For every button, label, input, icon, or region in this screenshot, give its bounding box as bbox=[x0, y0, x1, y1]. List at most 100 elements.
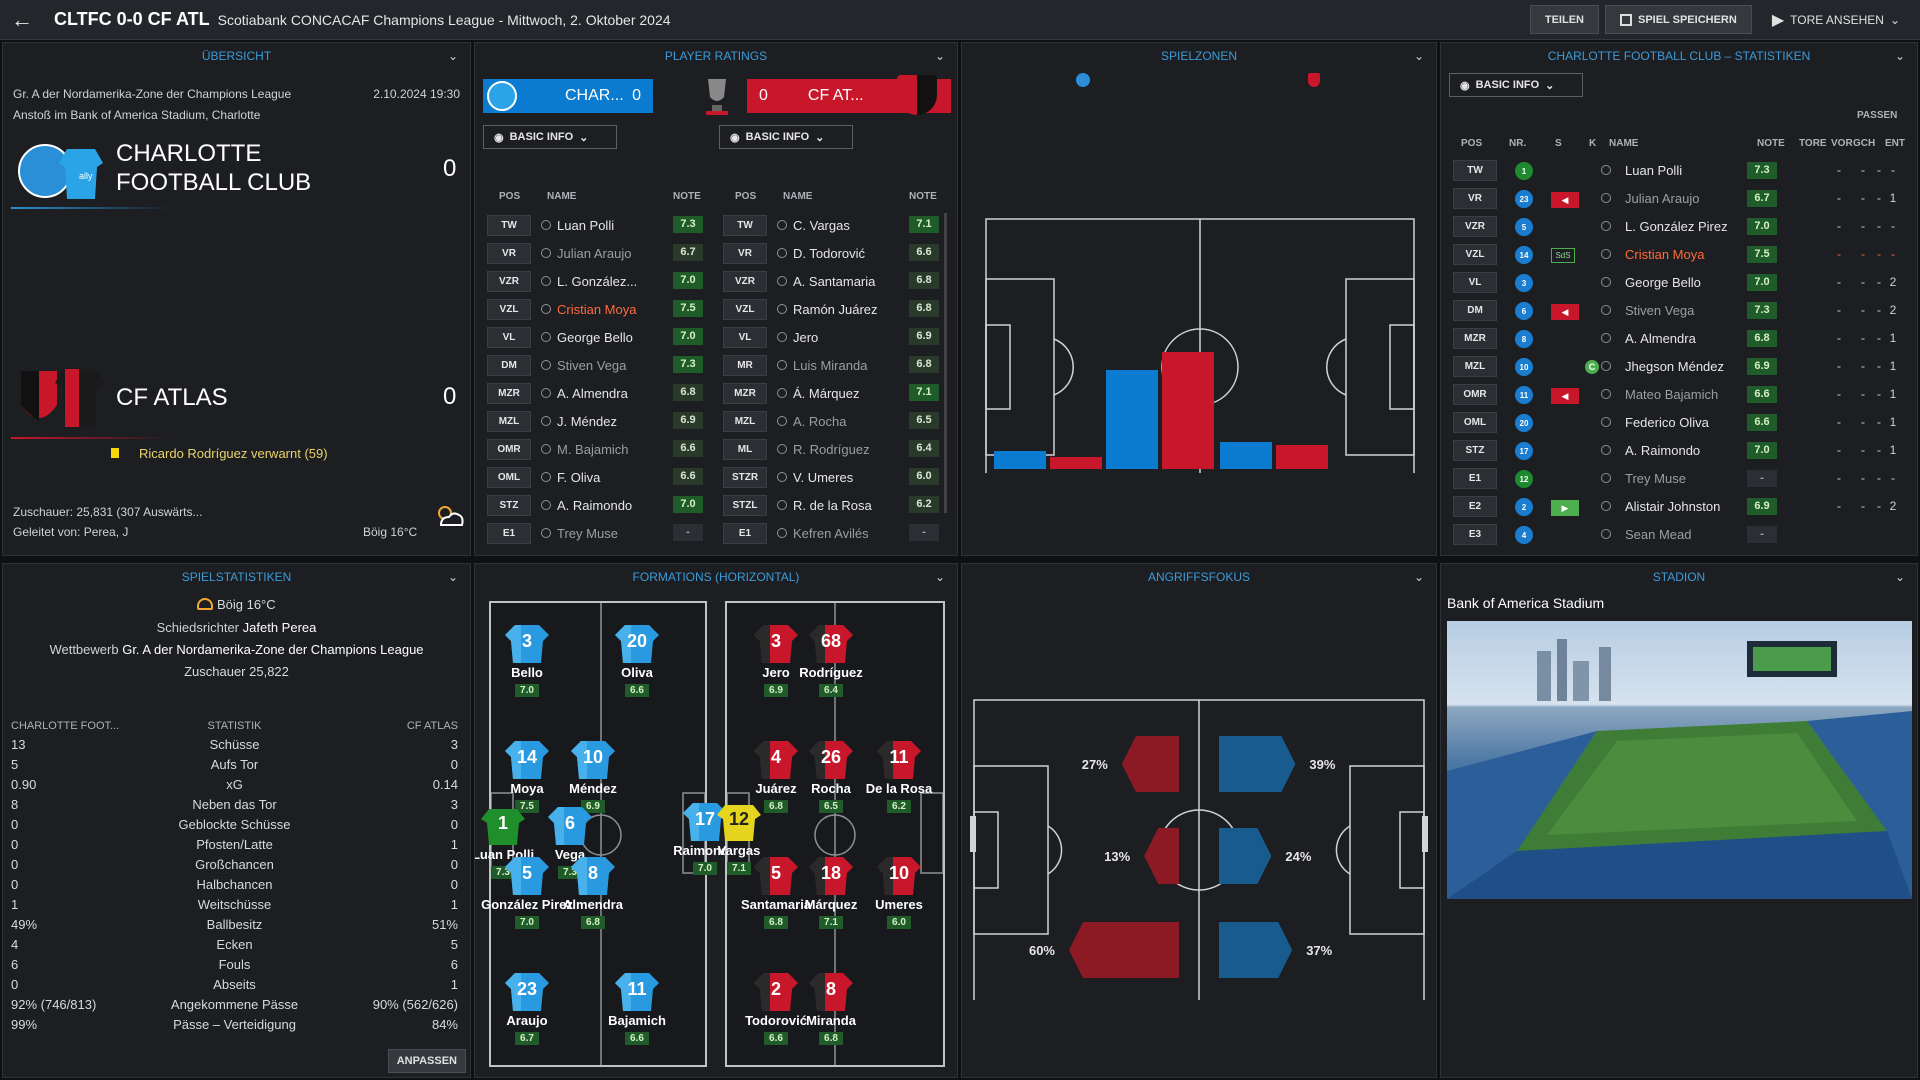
table-row[interactable]: MZR Á. Márquez 7.1 bbox=[723, 379, 947, 407]
player-name[interactable]: R. de la Rosa bbox=[793, 497, 872, 513]
share-button[interactable]: TEILEN bbox=[1529, 5, 1599, 34]
table-row[interactable]: TW C. Vargas 7.1 bbox=[723, 211, 947, 239]
scrollbar[interactable] bbox=[944, 213, 947, 513]
column-header[interactable]: TORE bbox=[1799, 138, 1827, 149]
formation-player[interactable]: 68 Rodríguez 6.4 bbox=[799, 621, 863, 698]
player-name[interactable]: Stiven Vega bbox=[1625, 303, 1695, 318]
chevron-down-icon[interactable]: ⌄ bbox=[1894, 570, 1905, 584]
away-team-name[interactable]: CF ATLAS bbox=[116, 384, 228, 411]
formation-player[interactable]: 3 Bello 7.0 bbox=[503, 621, 551, 698]
formation-player[interactable]: 8 Almendra 6.8 bbox=[563, 853, 623, 930]
table-row[interactable]: OML 20 Federico Oliva 6.6- - -1 bbox=[1441, 409, 1917, 437]
formation-player[interactable]: 18 Márquez 7.1 bbox=[805, 853, 857, 930]
table-row[interactable]: VZR A. Santamaria 6.8 bbox=[723, 267, 947, 295]
formation-player[interactable]: 20 Oliva 6.6 bbox=[613, 621, 661, 698]
table-row[interactable]: VR Julian Araujo 6.7 bbox=[487, 239, 711, 267]
player-name[interactable]: D. Todorović bbox=[793, 245, 866, 261]
player-name[interactable]: Á. Márquez bbox=[793, 385, 860, 401]
player-name[interactable]: Julian Araujo bbox=[1625, 191, 1700, 206]
away-basic-info-dropdown[interactable]: ◉ BASIC INFO ⌄ bbox=[719, 125, 853, 149]
player-name[interactable]: Julian Araujo bbox=[557, 245, 632, 261]
player-name[interactable]: Sean Mead bbox=[1625, 527, 1692, 542]
back-arrow-icon[interactable]: ← bbox=[11, 6, 33, 32]
player-name[interactable]: A. Almendra bbox=[1625, 331, 1696, 346]
table-row[interactable]: STZ 17 A. Raimondo 7.0- - -1 bbox=[1441, 437, 1917, 465]
table-row[interactable]: VZR 5 L. González Pirez 7.0- - - - bbox=[1441, 213, 1917, 241]
table-row[interactable]: MZL A. Rocha 6.5 bbox=[723, 407, 947, 435]
basic-info-dropdown[interactable]: ◉ BASIC INFO ⌄ bbox=[1449, 73, 1583, 97]
column-header[interactable]: POS bbox=[1461, 138, 1483, 149]
formation-player[interactable]: 5 González Pirez 7.0 bbox=[481, 853, 573, 930]
table-row[interactable]: OMR M. Bajamich 6.6 bbox=[487, 435, 711, 463]
player-name[interactable]: Trey Muse bbox=[557, 525, 618, 541]
chevron-down-icon[interactable]: ⌄ bbox=[447, 49, 458, 63]
player-name[interactable]: C. Vargas bbox=[793, 217, 850, 233]
chevron-down-icon[interactable]: ⌄ bbox=[1413, 570, 1424, 584]
player-name[interactable]: L. González... bbox=[557, 273, 638, 289]
formation-player[interactable]: 14 Moya 7.5 bbox=[503, 737, 551, 814]
formation-player[interactable]: 11 Bajamich 6.6 bbox=[608, 969, 666, 1046]
formation-player[interactable]: 17 Raimondo 7.0 bbox=[673, 799, 737, 876]
chevron-down-icon[interactable]: ⌄ bbox=[934, 570, 945, 584]
table-row[interactable]: STZ A. Raimondo 7.0 bbox=[487, 491, 711, 519]
player-name[interactable]: L. González Pirez bbox=[1625, 219, 1728, 234]
table-row[interactable]: MZL J. Méndez 6.9 bbox=[487, 407, 711, 435]
player-name[interactable]: Jhegson Méndez bbox=[1625, 359, 1725, 374]
save-match-button[interactable]: SPIEL SPEICHERN bbox=[1604, 5, 1752, 34]
formation-player[interactable]: 4 Juárez 6.8 bbox=[752, 737, 800, 814]
formation-player[interactable]: 6 Vega 7.3 bbox=[546, 803, 594, 880]
table-row[interactable]: DM 6 ◀ Stiven Vega 7.3- - -2 bbox=[1441, 297, 1917, 325]
table-row[interactable]: MZR A. Almendra 6.8 bbox=[487, 379, 711, 407]
player-name[interactable]: M. Bajamich bbox=[557, 441, 629, 457]
player-name[interactable]: V. Umeres bbox=[793, 469, 854, 485]
player-name[interactable]: Luan Polli bbox=[1625, 163, 1683, 178]
player-name[interactable]: Trey Muse bbox=[1625, 471, 1686, 486]
table-row[interactable]: E1 Kefren Avilés - bbox=[723, 519, 947, 547]
table-row[interactable]: OMR 11 ◀ Mateo Bajamich 6.6- - -1 bbox=[1441, 381, 1917, 409]
table-row[interactable]: TW 1 Luan Polli 7.3- - - - bbox=[1441, 157, 1917, 185]
table-row[interactable]: OML F. Oliva 6.6 bbox=[487, 463, 711, 491]
player-name[interactable]: Luan Polli bbox=[557, 217, 615, 233]
home-basic-info-dropdown[interactable]: ◉ BASIC INFO ⌄ bbox=[483, 125, 617, 149]
column-header[interactable]: S bbox=[1555, 138, 1562, 149]
player-name[interactable]: Ramón Juárez bbox=[793, 301, 878, 317]
formation-player[interactable]: 10 Méndez 6.9 bbox=[569, 737, 617, 814]
player-name[interactable]: George Bello bbox=[557, 329, 633, 345]
player-name[interactable]: A. Rocha bbox=[793, 413, 847, 429]
home-team-name[interactable]: CHARLOTTE FOOTBALL CLUB bbox=[116, 140, 312, 196]
player-name[interactable]: F. Oliva bbox=[557, 469, 601, 485]
formation-player[interactable]: 1 Luan Polli 7.3 bbox=[475, 803, 534, 880]
chevron-down-icon[interactable]: ⌄ bbox=[934, 49, 945, 63]
chevron-down-icon[interactable]: ⌄ bbox=[1894, 49, 1905, 63]
table-row[interactable]: DM Stiven Vega 7.3 bbox=[487, 351, 711, 379]
table-row[interactable]: MR Luis Miranda 6.8 bbox=[723, 351, 947, 379]
formation-player[interactable]: 5 Santamaria 6.8 bbox=[741, 853, 811, 930]
formation-player[interactable]: 8 Miranda 6.8 bbox=[806, 969, 856, 1046]
customize-button[interactable]: ANPASSEN bbox=[387, 1049, 466, 1073]
table-row[interactable]: E1 Trey Muse - bbox=[487, 519, 711, 547]
table-row[interactable]: VZL Ramón Juárez 6.8 bbox=[723, 295, 947, 323]
player-name[interactable]: Mateo Bajamich bbox=[1625, 387, 1719, 402]
table-row[interactable]: STZR V. Umeres 6.0 bbox=[723, 463, 947, 491]
watch-goals-button[interactable]: ▶ TORE ANSEHEN ⌄ bbox=[1757, 5, 1914, 34]
table-row[interactable]: E2 2 ▶ Alistair Johnston 6.9- - -2 bbox=[1441, 493, 1917, 521]
table-row[interactable]: VL 3 George Bello 7.0- - -2 bbox=[1441, 269, 1917, 297]
player-name[interactable]: Alistair Johnston bbox=[1625, 499, 1721, 514]
player-name[interactable]: Cristian Moya bbox=[557, 301, 637, 317]
column-header[interactable]: K bbox=[1589, 138, 1597, 149]
player-name[interactable]: Cristian Moya bbox=[1625, 247, 1705, 262]
column-header[interactable]: NOTE bbox=[1757, 138, 1785, 149]
formation-player[interactable]: 3 Jero 6.9 bbox=[752, 621, 800, 698]
table-row[interactable]: MZR 8 A. Almendra 6.8- - -1 bbox=[1441, 325, 1917, 353]
formation-player[interactable]: 10 Umeres 6.0 bbox=[875, 853, 923, 930]
player-name[interactable]: Stiven Vega bbox=[557, 357, 627, 373]
table-row[interactable]: STZL R. de la Rosa 6.2 bbox=[723, 491, 947, 519]
chevron-down-icon[interactable]: ⌄ bbox=[447, 570, 458, 584]
formation-player[interactable]: 2 Todorović 6.6 bbox=[745, 969, 807, 1046]
table-row[interactable]: VR 23 ◀ Julian Araujo 6.7- - -1 bbox=[1441, 185, 1917, 213]
table-row[interactable]: VZL 14 SdS Cristian Moya 7.5- - - - bbox=[1441, 241, 1917, 269]
player-name[interactable]: A. Raimondo bbox=[557, 497, 633, 513]
player-name[interactable]: Kefren Avilés bbox=[793, 525, 869, 541]
player-name[interactable]: A. Raimondo bbox=[1625, 443, 1701, 458]
column-header[interactable]: ENT bbox=[1885, 138, 1905, 149]
